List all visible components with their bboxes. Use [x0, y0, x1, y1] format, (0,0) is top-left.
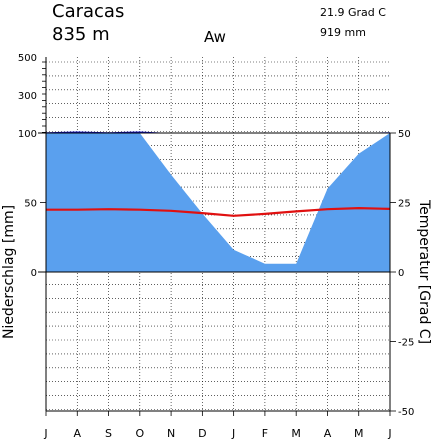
- temp-tick-label: 25: [398, 199, 411, 210]
- precipitation-area: [46, 133, 390, 272]
- temp-tick-label: -25: [398, 338, 414, 349]
- temp-tick-label: 50: [398, 129, 411, 140]
- month-label: A: [74, 427, 82, 440]
- month-label: J: [231, 427, 235, 440]
- precip-tick-label: 50: [24, 199, 37, 210]
- month-label: M: [291, 427, 301, 440]
- month-label: S: [105, 427, 112, 440]
- precip-tick-label: 100: [18, 129, 37, 140]
- precipitation-axis-label: Niederschlag [mm]: [1, 205, 17, 339]
- annual-precipitation: 919 mm: [320, 26, 366, 39]
- month-label: N: [167, 427, 175, 440]
- station-elevation: 835 m: [52, 24, 110, 45]
- temp-tick-label: -50: [398, 407, 414, 418]
- month-label: A: [324, 427, 332, 440]
- precip-tick-label: 0: [31, 268, 37, 279]
- month-label: M: [354, 427, 364, 440]
- precip-tick-label: 300: [18, 91, 37, 102]
- temperature-axis-label: Temperatur [Grad C]: [416, 199, 432, 344]
- station-name: Caracas: [52, 1, 124, 22]
- axes: [38, 57, 396, 416]
- climate-class: Aw: [204, 28, 226, 46]
- precip-tick-label: 500: [18, 53, 37, 64]
- month-label: D: [198, 427, 206, 440]
- data-series: [46, 131, 391, 272]
- mean-temperature: 21.9 Grad C: [320, 6, 386, 19]
- month-label: O: [135, 427, 144, 440]
- temp-tick-label: 0: [398, 268, 404, 279]
- month-label: J: [387, 427, 391, 440]
- month-label: J: [43, 427, 47, 440]
- month-label: F: [262, 427, 268, 440]
- temperature-line: [46, 206, 391, 217]
